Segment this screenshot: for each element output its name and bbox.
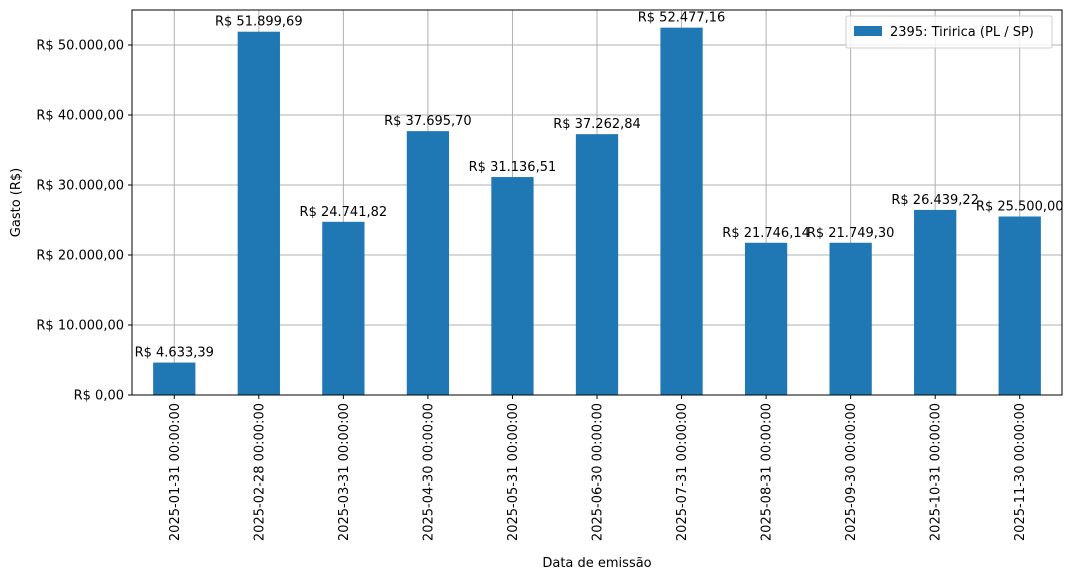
bar <box>237 31 280 395</box>
bar <box>660 27 703 395</box>
x-tick-label: 2025-03-31 00:00:00 <box>337 403 352 541</box>
x-tick-label: 2025-02-28 00:00:00 <box>252 403 267 541</box>
bar-data-label: R$ 37.695,70 <box>384 114 472 129</box>
bar <box>744 242 788 395</box>
bar-data-label: R$ 21.749,30 <box>807 226 895 241</box>
y-tick-label: R$ 10.000,00 <box>36 319 124 334</box>
x-tick-label: 2025-08-31 00:00:00 <box>760 403 775 541</box>
x-tick-label: 2025-10-31 00:00:00 <box>929 403 944 541</box>
bar <box>914 209 957 395</box>
legend-swatch <box>854 26 882 36</box>
y-tick-label: R$ 40.000,00 <box>36 109 124 124</box>
bar-data-label: R$ 26.439,22 <box>891 193 979 208</box>
bar-data-label: R$ 4.633,39 <box>135 346 214 361</box>
bar <box>153 362 196 395</box>
bar-data-label: R$ 51.899,69 <box>215 15 303 30</box>
x-tick-label: 2025-05-31 00:00:00 <box>506 403 521 541</box>
legend-box <box>845 15 1053 49</box>
y-tick-label: R$ 30.000,00 <box>36 179 124 194</box>
y-axis-label: Gasto (R$) <box>9 168 24 237</box>
legend: 2395: Tiririca (PL / SP) <box>845 15 1053 49</box>
y-tick-label: R$ 20.000,00 <box>36 249 124 264</box>
x-tick-label: 2025-11-30 00:00:00 <box>1013 403 1028 541</box>
bar <box>406 131 450 395</box>
bar <box>998 216 1041 395</box>
x-tick-label: 2025-04-30 00:00:00 <box>421 403 436 541</box>
bar-data-label: R$ 31.136,51 <box>469 160 557 175</box>
x-axis-label: Data de emissão <box>542 556 651 571</box>
bar <box>322 221 365 395</box>
x-axis-ticks: 2025-01-31 00:00:00 2025-02-28 00:00:00 20… <box>168 395 1028 541</box>
legend-label: 2395: Tiririca (PL / SP) <box>890 25 1034 40</box>
x-tick-label: 2025-07-31 00:00:00 <box>675 403 690 541</box>
y-tick-label: R$ 50.000,00 <box>36 39 124 54</box>
y-axis-ticks: R$ 0,00 R$ 10.000,00 R$ 20.000,00 R$ 30.000… <box>36 39 132 404</box>
bar <box>829 242 872 395</box>
bar-data-label: R$ 21.746,14 <box>722 226 810 241</box>
bar-data-label: R$ 25.500,00 <box>976 200 1064 215</box>
x-tick-label: 2025-01-31 00:00:00 <box>168 403 183 541</box>
bar-data-label: R$ 37.262,84 <box>553 117 641 132</box>
bar-data-labels: R$ 4.633,39 R$ 51.899,69 R$ 24.741,82 R$ 37… <box>135 11 1064 361</box>
bars <box>153 27 1041 395</box>
bar <box>575 134 619 395</box>
bar <box>491 177 534 395</box>
bar-data-label: R$ 52.477,16 <box>638 11 726 26</box>
y-tick-label: R$ 0,00 <box>74 389 124 404</box>
x-tick-label: 2025-09-30 00:00:00 <box>844 403 859 541</box>
bar-data-label: R$ 24.741,82 <box>300 205 388 220</box>
x-tick-label: 2025-06-30 00:00:00 <box>591 403 606 541</box>
